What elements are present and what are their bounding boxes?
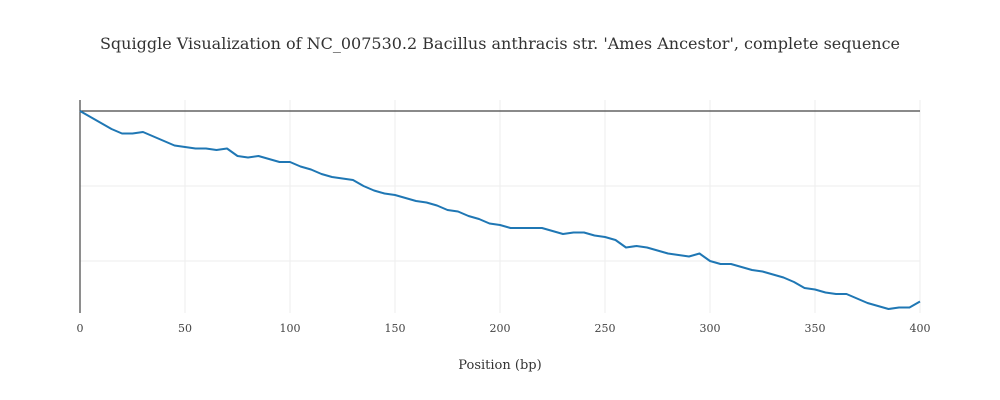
- x-tick-label: 150: [385, 322, 406, 335]
- x-tick-label: 350: [805, 322, 826, 335]
- x-tick-label: 300: [700, 322, 721, 335]
- x-tick-label: 250: [595, 322, 616, 335]
- chart-title: Squiggle Visualization of NC_007530.2 Ba…: [99, 34, 901, 53]
- x-tick-label: 200: [490, 322, 511, 335]
- grid-layer: [80, 100, 921, 313]
- x-tick-label: 0: [77, 322, 84, 335]
- series-layer: [79, 110, 921, 310]
- series-line: [79, 110, 921, 310]
- x-tick-label: 50: [178, 322, 192, 335]
- axis-layer: [79, 100, 920, 313]
- x-tick-labels: 0 50 100 150 200 250 300 350 400: [77, 322, 931, 335]
- x-tick-label: 400: [910, 322, 931, 335]
- x-tick-label: 100: [280, 322, 301, 335]
- x-axis-title: Position (bp): [458, 358, 542, 373]
